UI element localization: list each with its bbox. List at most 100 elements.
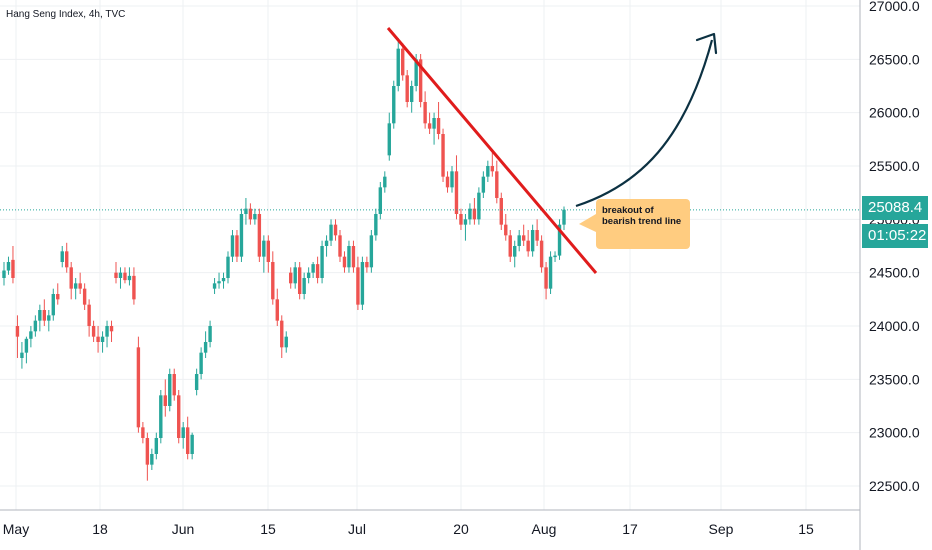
candle-body xyxy=(29,331,33,339)
candle-body xyxy=(190,434,194,454)
candle-body xyxy=(105,326,109,337)
candle-body xyxy=(459,214,463,225)
candle-body xyxy=(24,338,29,353)
candle-body xyxy=(284,336,288,348)
candle-body xyxy=(315,264,320,278)
candle-body xyxy=(374,214,378,236)
candle-body xyxy=(132,275,136,300)
bearish-trend-line xyxy=(386,27,598,274)
candle-body xyxy=(445,176,450,188)
candle-body xyxy=(423,102,427,124)
candle-body xyxy=(33,320,38,332)
candle-body xyxy=(42,310,47,321)
candle-body xyxy=(401,48,405,76)
candle-body xyxy=(123,272,127,281)
candle-body xyxy=(172,374,176,396)
candle-body xyxy=(365,262,369,268)
candle-body xyxy=(6,262,11,271)
candle-body xyxy=(141,427,145,438)
candle-body xyxy=(82,288,87,305)
candle-body xyxy=(51,294,55,316)
candle-body xyxy=(356,267,360,305)
candle-body xyxy=(405,75,409,102)
candle-body xyxy=(230,235,235,257)
candle-body xyxy=(504,224,508,236)
candle-body xyxy=(221,278,226,282)
candle-body xyxy=(168,374,172,406)
candle-body xyxy=(378,187,383,214)
candle-body xyxy=(441,134,445,177)
x-tick-label: 18 xyxy=(92,521,108,537)
candle-body xyxy=(450,171,454,188)
candle-body xyxy=(454,171,459,214)
candle-body xyxy=(477,192,481,220)
candle-body xyxy=(289,272,293,284)
candle-body xyxy=(78,283,82,289)
candle-body xyxy=(235,235,239,257)
annotation-note[interactable]: breakout of bearish trend line xyxy=(596,199,690,249)
x-tick-label: May xyxy=(3,521,29,537)
y-tick-label: 26000.0 xyxy=(869,105,920,121)
candle-body xyxy=(351,246,356,268)
candle-body xyxy=(239,214,244,257)
x-tick-label: 15 xyxy=(798,521,814,537)
candle-body xyxy=(562,209,566,225)
candle-body xyxy=(60,251,64,262)
candle-body xyxy=(127,275,132,281)
y-tick-label: 27000.0 xyxy=(869,0,920,14)
candle-body xyxy=(530,230,535,252)
candle-body xyxy=(463,219,468,225)
candle-body xyxy=(414,59,418,86)
candle-body xyxy=(266,240,271,262)
candle-body xyxy=(495,171,499,198)
candle-body xyxy=(526,240,530,252)
candle-body xyxy=(347,246,351,268)
candle-body xyxy=(20,352,24,358)
candle-body xyxy=(481,176,486,193)
candle-body xyxy=(163,395,167,406)
candle-body xyxy=(69,267,73,289)
candle-body xyxy=(521,235,526,241)
candle-body xyxy=(293,267,297,284)
candle-body xyxy=(118,272,123,278)
candle-body xyxy=(145,438,150,465)
candle-body xyxy=(114,272,118,278)
candle-body xyxy=(248,208,253,220)
candle-body xyxy=(96,336,100,342)
note-pointer xyxy=(579,214,596,232)
x-tick-label: Jun xyxy=(172,521,195,537)
candle-body xyxy=(275,299,279,321)
candle-body xyxy=(177,395,181,438)
candle-body xyxy=(2,270,6,278)
candle-body xyxy=(468,208,472,220)
candle-body xyxy=(472,208,477,220)
candle-body xyxy=(226,256,230,278)
y-tick-label: 26500.0 xyxy=(869,51,920,67)
x-tick-label: Jul xyxy=(348,521,366,537)
candle-body xyxy=(387,123,391,156)
candle-body xyxy=(409,86,414,102)
candle-body xyxy=(194,374,199,390)
candle-body xyxy=(109,326,114,332)
candle-body xyxy=(181,427,185,438)
candle-body xyxy=(262,240,266,257)
candles xyxy=(2,38,566,481)
candle-body xyxy=(486,166,490,177)
candle-body xyxy=(208,326,212,342)
candle-body xyxy=(324,240,329,246)
candle-body xyxy=(11,259,15,278)
candle-body xyxy=(100,336,105,342)
x-tick-label: 17 xyxy=(622,521,638,537)
x-tick-label: Aug xyxy=(532,521,557,537)
overlays xyxy=(0,27,860,274)
candle-body xyxy=(333,224,338,236)
candle-body xyxy=(338,235,342,257)
x-tick-label: Sep xyxy=(709,521,734,537)
candle-body xyxy=(65,251,69,268)
x-tick-label: 20 xyxy=(453,521,469,537)
candle-body xyxy=(311,264,315,273)
candle-body xyxy=(396,48,400,86)
candle-body xyxy=(329,224,333,241)
arrow-head xyxy=(695,32,718,55)
